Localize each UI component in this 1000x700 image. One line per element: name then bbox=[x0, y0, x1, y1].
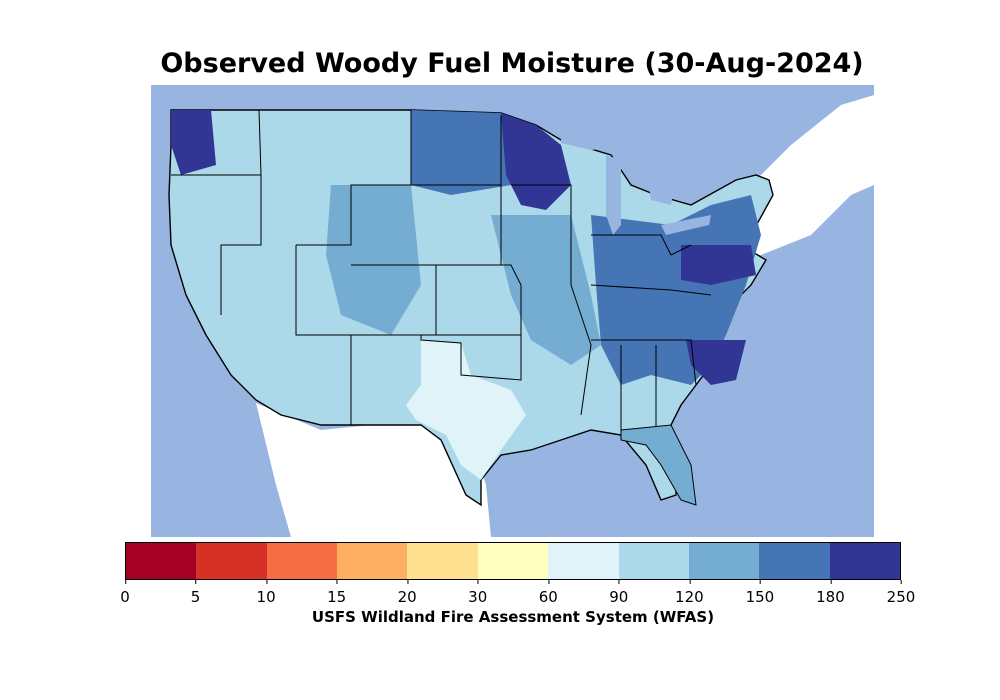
colorbar-tick-label: 15 bbox=[327, 580, 346, 606]
colorbar-segment bbox=[759, 543, 830, 579]
colorbar-label: USFS Wildland Fire Assessment System (WF… bbox=[311, 608, 715, 626]
colorbar-segment bbox=[618, 543, 689, 579]
fuel-moisture-map bbox=[151, 85, 874, 537]
texas-dry-region bbox=[406, 340, 526, 480]
colorbar-segment bbox=[407, 543, 478, 579]
lake-huron bbox=[646, 165, 676, 205]
state-boundaries bbox=[171, 109, 712, 430]
colorbar-segment bbox=[126, 543, 197, 579]
colorbar-tick-label: 0 bbox=[120, 580, 130, 606]
central-moist-region bbox=[491, 215, 601, 365]
lake-superior bbox=[561, 125, 641, 150]
lake-erie bbox=[661, 215, 711, 235]
colorbar-tick-label: 150 bbox=[746, 580, 774, 606]
colorbar-tick-label: 20 bbox=[398, 580, 417, 606]
colorbar-tick-label: 30 bbox=[468, 580, 487, 606]
eastern-moist-region bbox=[591, 195, 761, 385]
florida bbox=[620, 424, 697, 506]
colorbar-segment bbox=[196, 543, 267, 579]
colorbar-tick-label: 10 bbox=[257, 580, 276, 606]
northern-plains-region bbox=[411, 110, 511, 195]
northwest-very-moist bbox=[171, 110, 216, 175]
colorbar-ticks: 0 5 10 15 20 30 60 90 120 150 180 250 bbox=[120, 580, 915, 606]
colorbar-tick-label: 250 bbox=[887, 580, 915, 606]
carolina-very-moist bbox=[686, 340, 746, 385]
colorbar-segment bbox=[829, 543, 900, 579]
colorbar-segment bbox=[266, 543, 338, 579]
conus-outline bbox=[168, 109, 774, 507]
lake-michigan bbox=[606, 155, 621, 235]
rockies-moist-region bbox=[326, 185, 421, 335]
colorbar-tick-label: 90 bbox=[609, 580, 628, 606]
colorbar-tick-label: 60 bbox=[539, 580, 558, 606]
colorbar bbox=[125, 542, 901, 580]
us-map-canvas bbox=[168, 95, 874, 537]
colorbar-tick-label: 120 bbox=[675, 580, 704, 606]
mexico-land bbox=[256, 403, 491, 537]
colorbar-segment bbox=[688, 543, 760, 579]
colorbar-segment bbox=[337, 543, 408, 579]
colorbar-tick-label: 180 bbox=[816, 580, 845, 606]
pennsylvania-very-moist bbox=[681, 245, 756, 285]
colorbar-tick-label: 5 bbox=[191, 580, 200, 606]
minnesota-very-moist bbox=[501, 113, 571, 210]
colorbar-segment bbox=[477, 543, 549, 579]
map-title: Observed Woody Fuel Moisture (30-Aug-202… bbox=[160, 48, 864, 79]
colorbar-segment bbox=[548, 543, 619, 579]
